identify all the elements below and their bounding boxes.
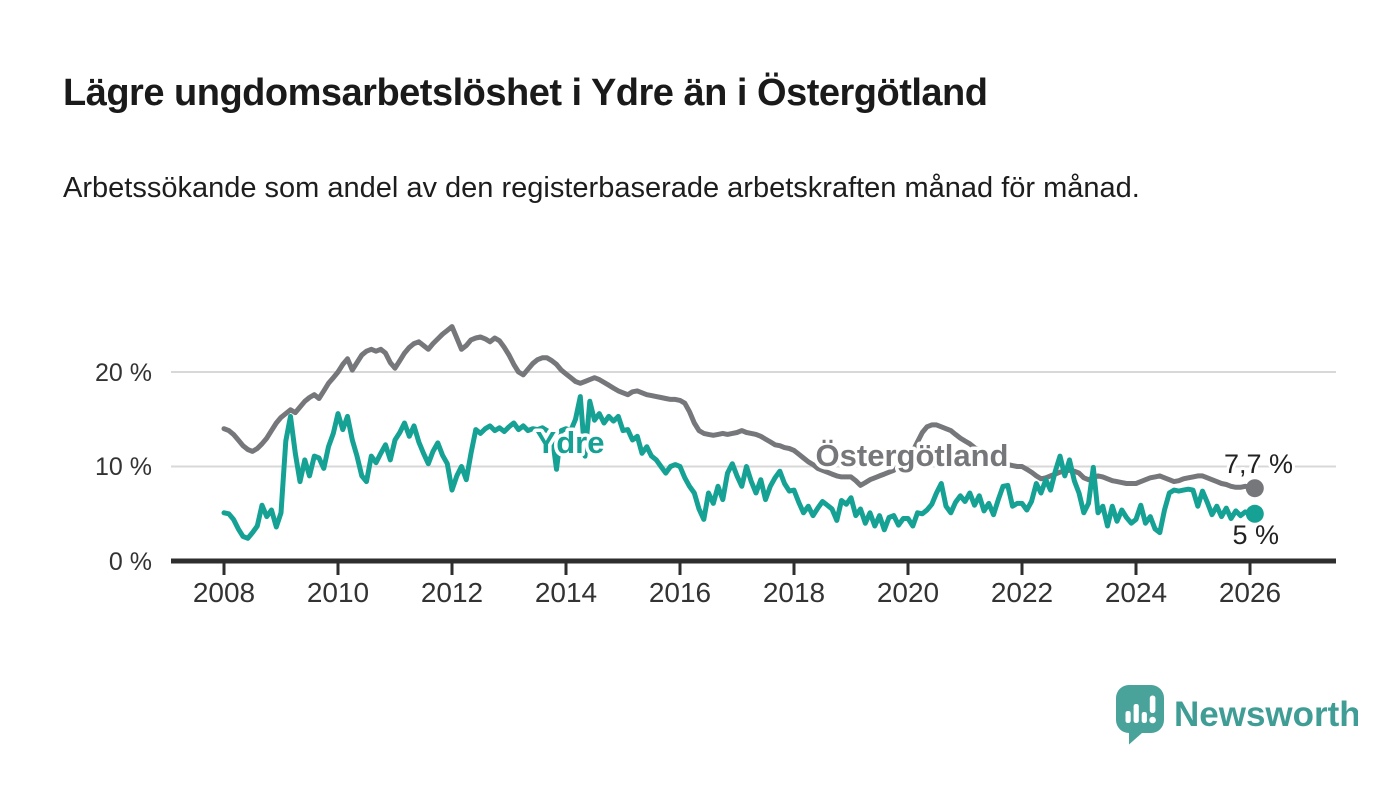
series-line-ydre <box>221 394 1258 541</box>
x-tick-2018: 2018 <box>763 577 825 608</box>
chart-subtitle: Arbetssökande som andel av den registerb… <box>63 172 1140 204</box>
speech-bubble-icon <box>1116 685 1164 745</box>
x-tick-2016: 2016 <box>649 577 711 608</box>
end-value-label-ydre: 5 % <box>1232 520 1279 550</box>
brand-wordmark: Newsworthy <box>1174 695 1358 734</box>
barchart-icon <box>1125 695 1156 724</box>
x-tick-2024: 2024 <box>1105 577 1167 608</box>
x-tick-2014: 2014 <box>535 577 597 608</box>
x-axis-ticks <box>222 561 1252 575</box>
y-tick-label-0: 0 % <box>109 548 152 576</box>
x-tick-2020: 2020 <box>877 577 939 608</box>
series-layer <box>221 324 1264 541</box>
end-dot-östergötland <box>1245 479 1264 498</box>
newsworthy-logo-icon <box>1116 685 1164 745</box>
series-label-ydre: Ydre <box>536 425 605 460</box>
end-dot-ydre <box>1245 504 1264 523</box>
page-title: Lägre ungdomsarbetslöshet i Ydre än i Ös… <box>63 72 988 114</box>
x-tick-2010: 2010 <box>307 577 369 608</box>
x-tick-2022: 2022 <box>991 577 1053 608</box>
series-label-ostergotland: Östergötland <box>816 438 1009 473</box>
end-value-label-ostergotland: 7,7 % <box>1224 449 1293 479</box>
y-tick-label-10: 10 % <box>95 453 152 481</box>
x-tick-2008: 2008 <box>193 577 255 608</box>
exclamation-icon <box>1149 695 1156 713</box>
x-tick-2026: 2026 <box>1219 577 1281 608</box>
newsworthy-logo: Newsworthy <box>1116 685 1358 745</box>
x-tick-2012: 2012 <box>421 577 483 608</box>
x-axis-labels: 2008 2010 2012 2014 2016 2018 2020 2022 … <box>193 577 1281 608</box>
series-line-östergötland <box>221 324 1258 491</box>
y-tick-label-20: 20 % <box>95 359 152 387</box>
